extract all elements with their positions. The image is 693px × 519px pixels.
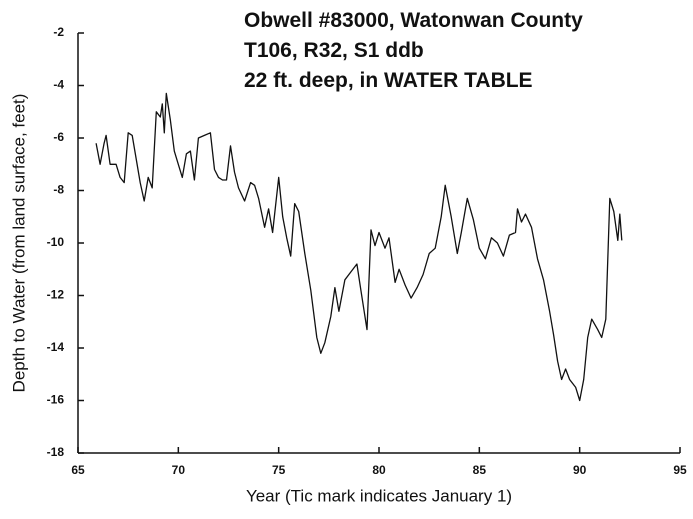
chart-title: T106, R32, S1 ddb [244,39,424,62]
x-tick-label: 70 [172,463,186,477]
x-tick-label: 90 [573,463,587,477]
x-tick-label: 95 [673,463,687,477]
data-line [95,92,623,402]
x-tick-label: 85 [473,463,487,477]
x-axis-label: Year (Tic mark indicates January 1) [246,486,512,505]
y-tick-label: -2 [53,25,64,39]
chart-title: Obwell #83000, Watonwan County [244,9,583,32]
y-axis-label: Depth to Water (from land surface, feet) [9,94,28,393]
y-tick-label: -12 [47,288,65,302]
y-tick-label: -14 [47,340,65,354]
y-tick-label: -10 [47,235,65,249]
y-tick-label: -6 [53,130,64,144]
y-tick-label: -18 [47,445,65,459]
y-tick-label: -8 [53,183,64,197]
x-tick-label: 65 [71,463,85,477]
y-tick-label: -16 [47,393,65,407]
x-tick-label: 75 [272,463,286,477]
x-tick-label: 80 [372,463,386,477]
chart-title: 22 ft. deep, in WATER TABLE [244,69,533,92]
y-tick-label: -4 [53,78,64,92]
